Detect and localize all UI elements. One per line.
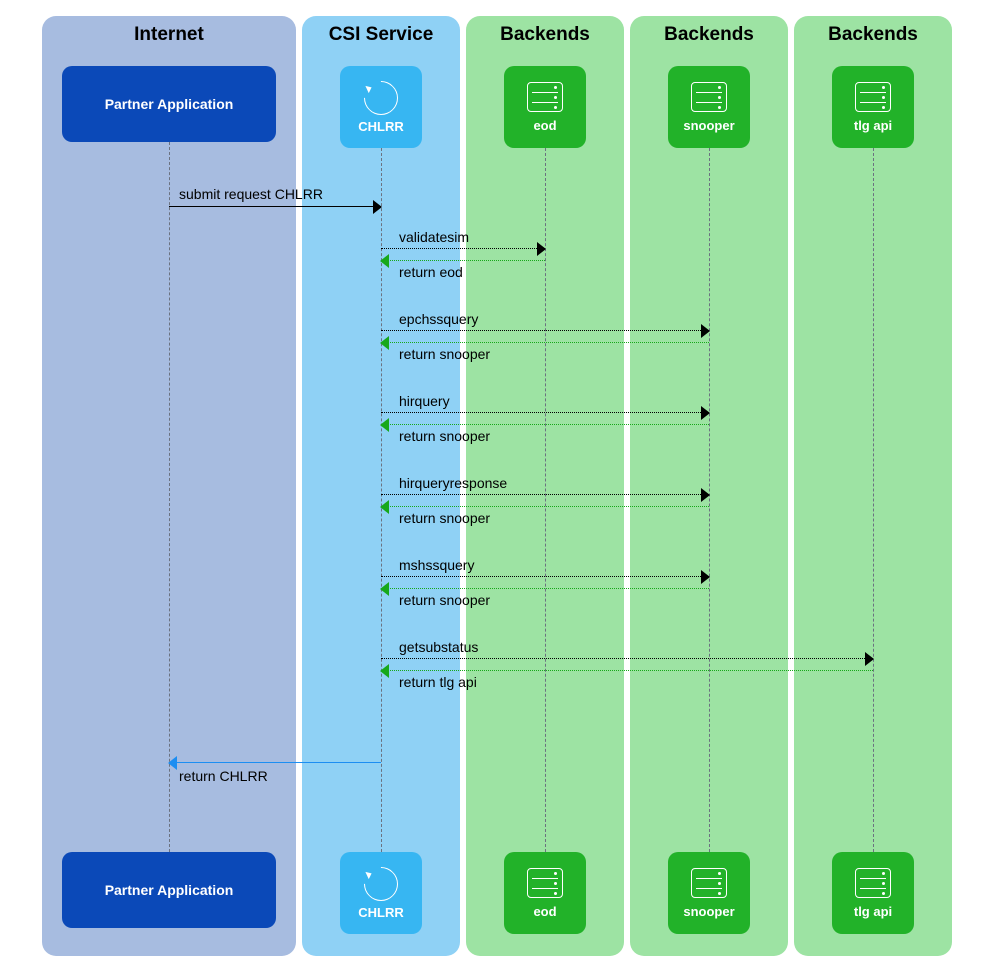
arrow-line	[381, 330, 709, 331]
arrow-line	[381, 424, 709, 425]
lane-title: CSI Service	[302, 16, 460, 46]
actor-chlrr-top: CHLRR	[340, 66, 422, 148]
actor-label: CHLRR	[358, 905, 404, 920]
server-icon	[527, 82, 563, 112]
arrow-label: return snooper	[399, 592, 490, 608]
arrow-label: return snooper	[399, 510, 490, 526]
arrow-head-icon	[701, 324, 710, 338]
server-icon	[691, 82, 727, 112]
lifeline	[873, 148, 874, 852]
arrow-line	[381, 260, 545, 261]
arrow-line	[381, 658, 873, 659]
arrow-label: return eod	[399, 264, 463, 280]
arrow-head-icon	[380, 254, 389, 268]
arrow-label: hirquery	[399, 393, 450, 409]
arrow-head-icon	[701, 488, 710, 502]
server-icon	[691, 868, 727, 898]
arrow-label: hirqueryresponse	[399, 475, 507, 491]
arrow-line	[381, 412, 709, 413]
actor-eod-bot: eod	[504, 852, 586, 934]
actor-label: eod	[533, 118, 556, 133]
server-icon	[855, 868, 891, 898]
arrow-label: validatesim	[399, 229, 469, 245]
arrow-head-icon	[865, 652, 874, 666]
lane-title: Backends	[794, 16, 952, 46]
arrow-label: return snooper	[399, 346, 490, 362]
cycle-icon	[357, 859, 405, 907]
actor-label: CHLRR	[358, 119, 404, 134]
actor-partner-bot: Partner Application	[62, 852, 276, 928]
arrow-line	[381, 588, 709, 589]
arrow-line	[381, 248, 545, 249]
arrow-head-icon	[380, 664, 389, 678]
arrow-line	[381, 506, 709, 507]
actor-label: Partner Application	[105, 96, 234, 112]
actor-tlg-top: tlg api	[832, 66, 914, 148]
arrow-label: getsubstatus	[399, 639, 478, 655]
actor-tlg-bot: tlg api	[832, 852, 914, 934]
arrow-head-icon	[380, 418, 389, 432]
actor-label: Partner Application	[105, 882, 234, 898]
server-icon	[855, 82, 891, 112]
arrow-line	[169, 206, 381, 207]
lifeline	[169, 142, 170, 852]
arrow-head-icon	[701, 570, 710, 584]
actor-eod-top: eod	[504, 66, 586, 148]
arrow-head-icon	[373, 200, 382, 214]
actor-label: eod	[533, 904, 556, 919]
actor-label: snooper	[683, 118, 734, 133]
actor-chlrr-bot: CHLRR	[340, 852, 422, 934]
actor-label: tlg api	[854, 118, 892, 133]
arrow-line	[381, 342, 709, 343]
sequence-diagram: InternetCSI ServiceBackendsBackendsBacke…	[10, 10, 975, 961]
actor-label: tlg api	[854, 904, 892, 919]
lane-title: Internet	[42, 16, 296, 46]
arrow-label: return tlg api	[399, 674, 477, 690]
arrow-head-icon	[380, 336, 389, 350]
actor-snoop-top: snooper	[668, 66, 750, 148]
arrow-head-icon	[168, 756, 177, 770]
arrow-label: return snooper	[399, 428, 490, 444]
lane-title: Backends	[466, 16, 624, 46]
arrow-line	[381, 494, 709, 495]
server-icon	[527, 868, 563, 898]
arrow-head-icon	[701, 406, 710, 420]
arrow-label: return CHLRR	[179, 768, 268, 784]
arrow-head-icon	[380, 500, 389, 514]
arrow-line	[381, 576, 709, 577]
lane-title: Backends	[630, 16, 788, 46]
arrow-head-icon	[537, 242, 546, 256]
arrow-line	[169, 762, 381, 763]
actor-label: snooper	[683, 904, 734, 919]
cycle-icon	[357, 73, 405, 121]
arrow-head-icon	[380, 582, 389, 596]
actor-snoop-bot: snooper	[668, 852, 750, 934]
arrow-label: epchssquery	[399, 311, 478, 327]
arrow-line	[381, 670, 873, 671]
actor-partner-top: Partner Application	[62, 66, 276, 142]
arrow-label: mshssquery	[399, 557, 474, 573]
arrow-label: submit request CHLRR	[179, 186, 323, 202]
